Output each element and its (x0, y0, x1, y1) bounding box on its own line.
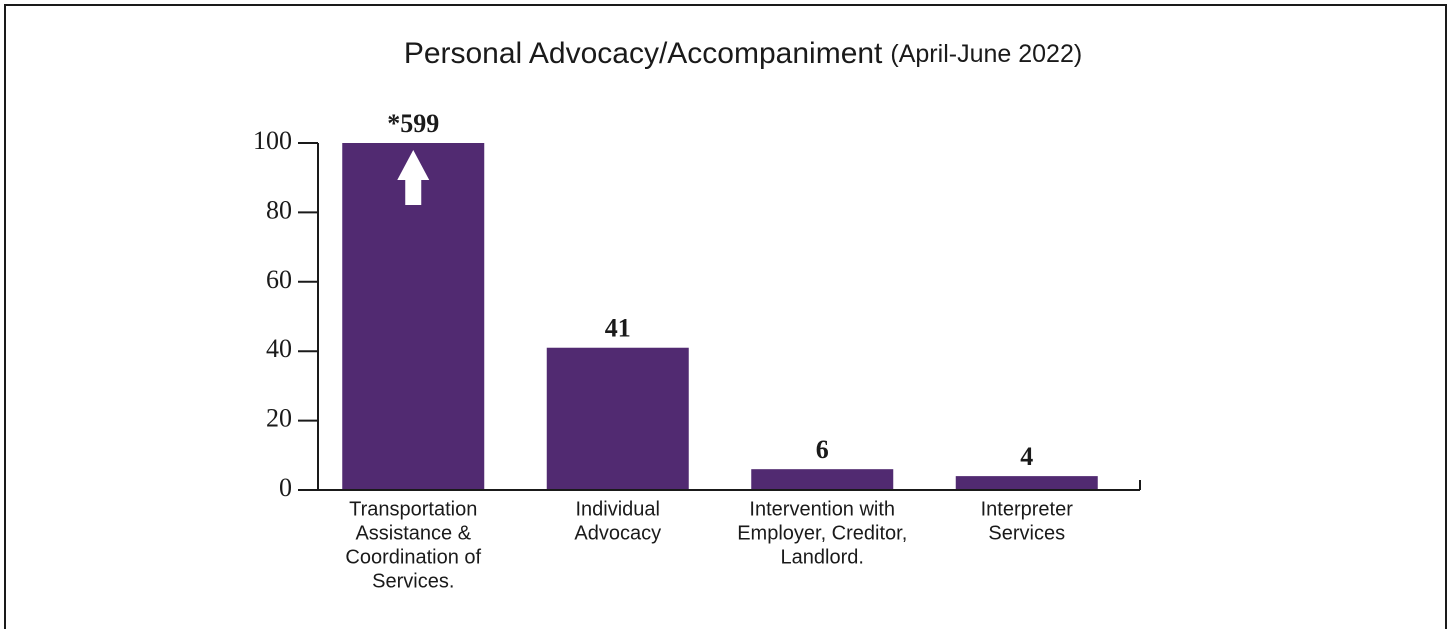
subtitle: (April-June 2022) (890, 40, 1082, 68)
x-tick-label: Services. (372, 570, 454, 592)
bar (955, 476, 1098, 490)
x-tick-label: Services (988, 522, 1065, 544)
x-tick-label: Coordination of (345, 546, 481, 568)
bar (751, 469, 894, 490)
value-label: 6 (816, 435, 829, 464)
x-tick-label: Landlord. (781, 546, 864, 568)
overflow-arrow (397, 150, 430, 205)
y-tick-label: 100 (253, 126, 292, 155)
bar (546, 347, 689, 490)
y-tick-label: 80 (266, 195, 292, 224)
value-label: *599 (387, 109, 439, 138)
frame (4, 4, 1447, 629)
x-tick-label: Intervention with (749, 498, 895, 520)
y-tick-label: 40 (266, 334, 292, 363)
x-tick-label: Employer, Creditor, (737, 522, 907, 544)
bar (342, 143, 485, 490)
value-label: 41 (605, 314, 631, 343)
title: Personal Advocacy/Accompaniment (404, 37, 883, 70)
x-tick-label: Advocacy (574, 522, 661, 544)
bar-group (342, 143, 1098, 490)
y-tick-label: 0 (279, 473, 292, 502)
chart-title: Personal Advocacy/Accompaniment (April-Ju… (404, 37, 1082, 70)
x-tick-label: Transportation (349, 498, 477, 520)
value-label: 4 (1020, 442, 1033, 471)
x-tick-label: Interpreter (981, 498, 1074, 520)
x-tick-label: Assistance & (355, 522, 471, 544)
y-tick-label: 60 (266, 265, 292, 294)
y-tick-label: 20 (266, 404, 292, 433)
x-tick-label: Individual (575, 498, 660, 520)
